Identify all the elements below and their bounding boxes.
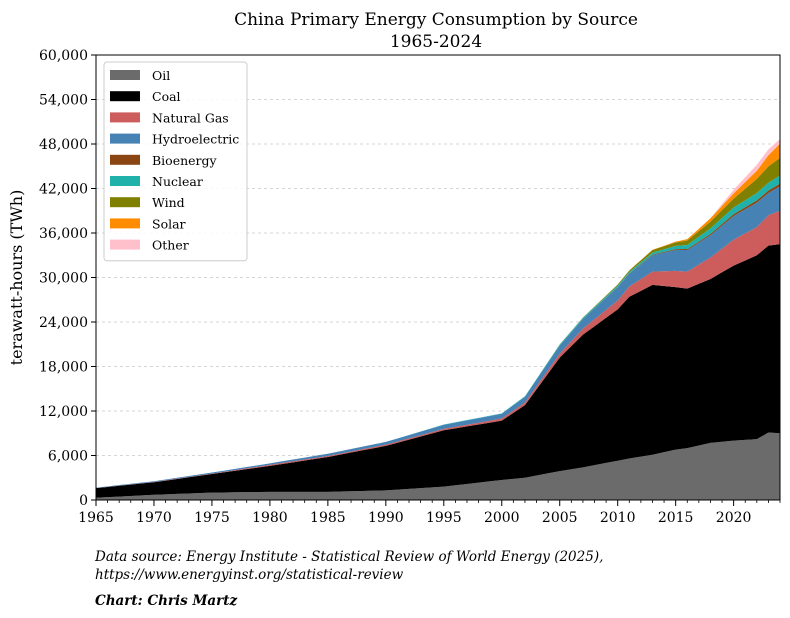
legend-swatch-oil (110, 70, 140, 80)
legend-label-coal: Coal (152, 89, 181, 104)
x-tick-label: 2005 (542, 510, 578, 526)
legend-swatch-wind (110, 197, 140, 208)
legend-swatch-natural-gas (110, 112, 140, 123)
axis-ticks: 0 6,000 12,000 18,000 24,000 30,000 36,000 42,0… (39, 48, 781, 526)
legend-label-other: Other (152, 238, 189, 253)
y-tick-label: 48,000 (39, 137, 88, 153)
legend-box (103, 61, 248, 262)
area-hydroelectric (96, 186, 780, 489)
x-tick-label: 1985 (310, 510, 346, 526)
x-tick-label: 1990 (368, 510, 404, 526)
legend-label-hydroelectric: Hydroelectric (152, 132, 239, 147)
data-source-note: Data source: Energy Institute - Statisti… (95, 548, 603, 584)
y-tick-label: 24,000 (39, 315, 88, 331)
legend-swatch-other (110, 239, 140, 250)
chart-subtitle: 1965-2024 (390, 32, 482, 52)
y-tick-label: 6,000 (48, 449, 88, 465)
y-tick-label: 30,000 (39, 271, 88, 287)
legend-swatch-solar (110, 218, 140, 229)
x-tick-label: 1975 (194, 510, 230, 526)
y-tick-label: 36,000 (39, 226, 88, 242)
data-source-line-1: Data source: Energy Institute - Statisti… (95, 549, 604, 565)
legend: Oil Coal Natural Gas Hydroelectric Bioenergy… (103, 61, 248, 262)
chart-title: China Primary Energy Consumption by Sour… (234, 10, 638, 30)
x-tick-label: 2000 (484, 510, 520, 526)
legend-swatch-hydroelectric (110, 133, 140, 144)
y-tick-label: 42,000 (39, 182, 88, 198)
y-tick-label: 54,000 (39, 93, 88, 109)
legend-swatch-coal (110, 91, 140, 102)
y-tick-label: 60,000 (39, 48, 88, 64)
legend-label-wind: Wind (152, 195, 185, 210)
stacked-areas (96, 139, 780, 500)
data-source-line-2: https://www.energyinst.org/statistical-r… (95, 567, 404, 583)
x-tick-label: 2020 (716, 510, 752, 526)
y-tick-label: 18,000 (39, 360, 88, 376)
y-tick-label: 12,000 (39, 404, 88, 420)
area-oil (96, 432, 780, 500)
legend-label-natural-gas: Natural Gas (152, 110, 229, 125)
x-tick-label: 1995 (426, 510, 462, 526)
x-tick-label: 2010 (600, 510, 636, 526)
chart-credit: Chart: Chris Martz (95, 593, 238, 609)
y-axis-label: terawatt-hours (TWh) (7, 190, 26, 366)
legend-swatch-nuclear (110, 176, 140, 186)
area-coal (96, 244, 780, 498)
legend-label-bioenergy: Bioenergy (152, 153, 218, 168)
x-tick-label: 1965 (78, 510, 114, 526)
legend-swatch-bioenergy (110, 154, 140, 165)
x-tick-label: 1970 (136, 510, 172, 526)
legend-label-nuclear: Nuclear (152, 174, 203, 189)
legend-label-solar: Solar (152, 216, 186, 231)
legend-label-oil: Oil (152, 68, 170, 83)
x-tick-label: 1980 (252, 510, 288, 526)
x-tick-label: 2015 (658, 510, 694, 526)
y-tick-label: 0 (79, 493, 88, 509)
